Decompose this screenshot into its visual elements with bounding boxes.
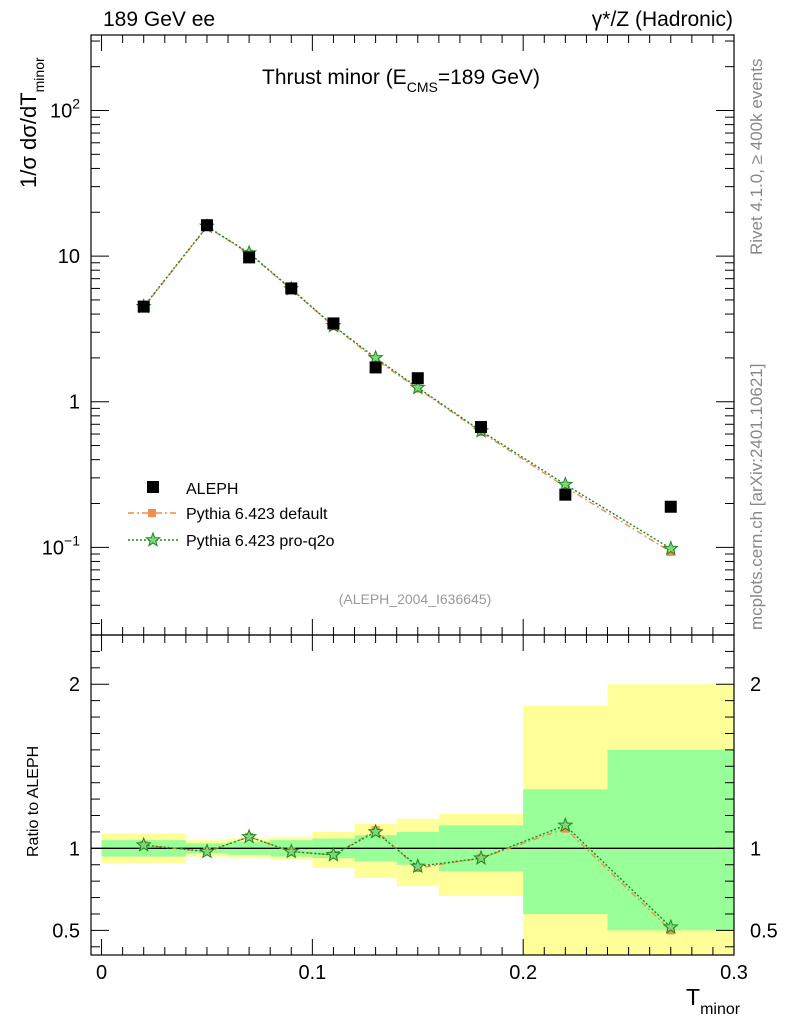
- x-tick-label: 0.2: [509, 962, 537, 984]
- x-tick-label: 0.3: [720, 962, 748, 984]
- point-aleph: [475, 421, 488, 434]
- series-line-proq2o: [143, 225, 672, 550]
- point-proq2o: [557, 476, 574, 492]
- ratio-plot-ticks: 0 0.1 0.2 0.30.5 0.51 12 2: [52, 635, 778, 984]
- x-axis-label: Tminor: [686, 984, 741, 1018]
- ratio-point-proq2o: [409, 857, 426, 874]
- header-right: γ*/Z (Hadronic): [592, 8, 733, 31]
- main-plot-content: [135, 217, 679, 556]
- ratio-y-tick-label-left: 1: [69, 838, 80, 860]
- ratio-point-proq2o: [325, 846, 342, 862]
- legend-marker-aleph: [147, 481, 159, 493]
- ratio-y-tick-label-right: 0.5: [750, 920, 778, 942]
- point-aleph: [285, 282, 298, 295]
- legend-label-proq2o: Pythia 6.423 pro-q2o: [186, 533, 335, 550]
- ratio-plot-panel: 0 0.1 0.2 0.30.5 0.51 12 2 Ratio to ALEPH Tmin…: [25, 634, 778, 1018]
- ratio-point-proq2o: [241, 828, 258, 844]
- side-text-top: Rivet 4.1.0, ≥ 400k events: [747, 59, 766, 255]
- point-aleph: [369, 361, 382, 374]
- y-tick-label: 10−1: [42, 532, 80, 559]
- ratio-point-proq2o: [283, 843, 300, 859]
- point-aleph: [664, 500, 677, 513]
- x-tick-label: 0.1: [298, 962, 326, 984]
- inner-band: [523, 789, 608, 914]
- ratio-point-proq2o: [473, 849, 490, 865]
- ratio-point-proq2o: [557, 816, 574, 833]
- point-proq2o: [367, 349, 384, 365]
- ratio-point-proq2o: [135, 836, 152, 852]
- main-plot-ticks: 10−1 1 10 102: [42, 35, 735, 635]
- inner-band: [607, 749, 734, 931]
- ratio-y-tick-label-right: 1: [750, 838, 761, 860]
- legend-label-aleph: ALEPH: [186, 481, 238, 498]
- side-text-bottom: mcplots.cern.ch [arXiv:2401.10621]: [747, 364, 766, 630]
- ratio-y-tick-label-left: 2: [69, 674, 80, 696]
- point-proq2o: [662, 540, 679, 556]
- y-tick-label: 1: [69, 392, 80, 414]
- x-tick-label: 0: [96, 962, 107, 984]
- ratio-point-proq2o: [662, 918, 679, 934]
- ratio-line-proq2o: [143, 824, 672, 928]
- ratio-plot-frame: [90, 634, 735, 956]
- ratio-plot-content: [91, 816, 734, 935]
- legend-label-default: Pythia 6.423 default: [186, 506, 328, 523]
- y-tick-label: 10: [58, 246, 80, 268]
- plot-title: Thrust minor (ECMS=189 GeV): [262, 66, 540, 95]
- point-aleph: [411, 372, 424, 385]
- legend: ALEPH Pythia 6.423 default Pythia 6.423 …: [128, 481, 335, 550]
- ratio-y-axis-label: Ratio to ALEPH: [25, 746, 42, 857]
- legend-marker-proq2o: [144, 531, 162, 547]
- ratio-point-proq2o: [198, 843, 215, 859]
- point-proq2o: [409, 379, 426, 395]
- ratio-point-proq2o: [367, 823, 384, 839]
- point-aleph: [327, 317, 340, 330]
- point-aleph: [200, 219, 213, 232]
- main-plot-panel: 10−1 1 10 102 Thrust minor (ECMS=189 GeV) 1…: [16, 34, 735, 636]
- legend-marker-default: [148, 509, 156, 517]
- header-left: 189 GeV ee: [103, 8, 215, 31]
- ratio-y-tick-label-right: 2: [750, 674, 761, 696]
- point-aleph: [243, 251, 256, 264]
- series-line-default: [143, 225, 672, 553]
- analysis-tag: (ALEPH_2004_I636645): [339, 591, 492, 607]
- ratio-y-tick-label-left: 0.5: [52, 920, 80, 942]
- point-aleph: [559, 488, 572, 501]
- ratio-uncertainty-bands: [101, 684, 734, 955]
- main-y-axis-label: 1/σ dσ/dTminor: [16, 57, 47, 188]
- point-aleph: [137, 300, 150, 313]
- y-tick-label: 102: [50, 96, 80, 123]
